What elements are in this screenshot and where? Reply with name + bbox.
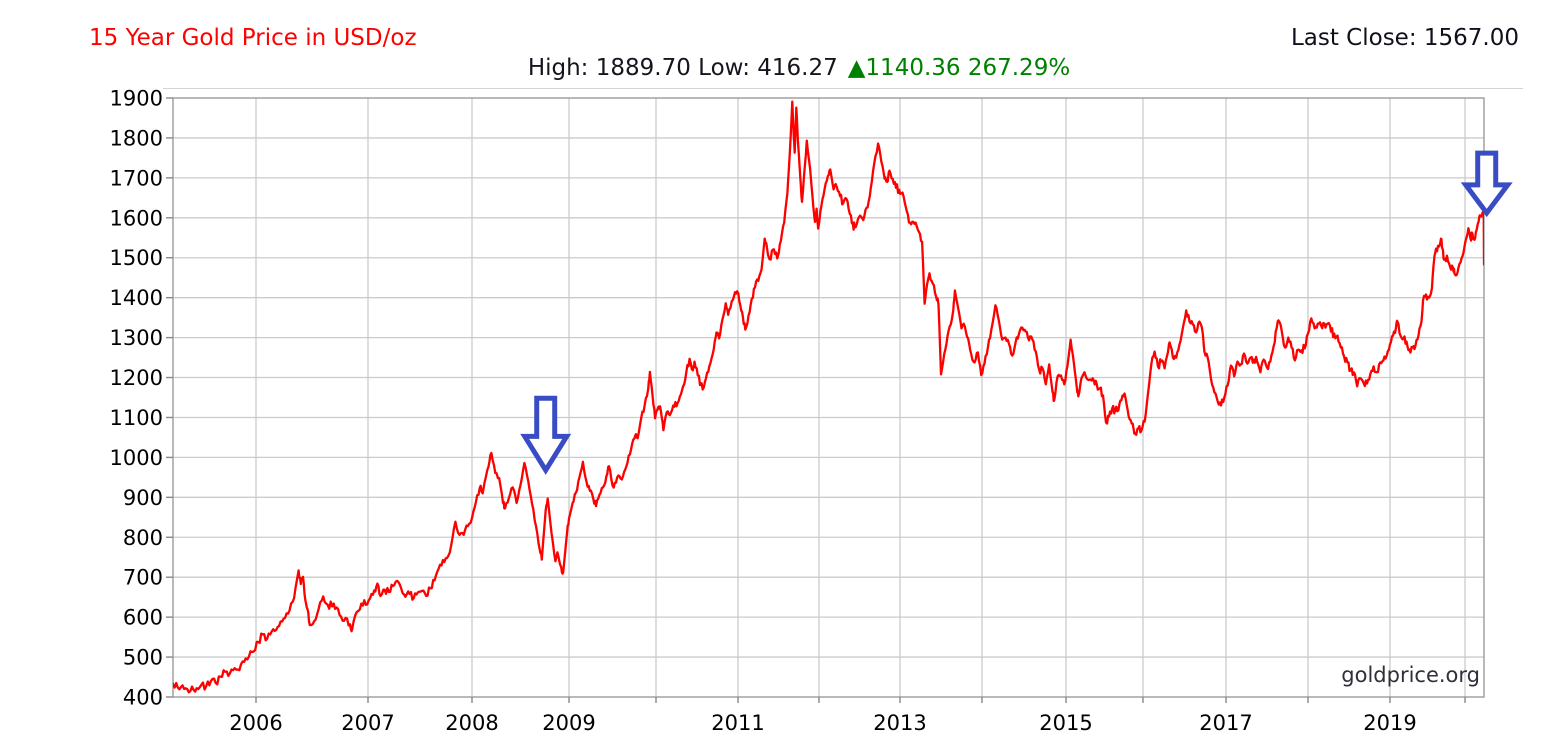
y-axis-tick-label: 1300 [110,326,163,350]
x-axis-tick-label: 2011 [711,711,764,735]
down-arrow-annotation [520,395,572,475]
y-axis-tick-label: 1100 [110,406,163,430]
watermark: goldprice.org [1341,663,1480,687]
y-axis-tick-label: 1800 [110,126,163,150]
x-axis-tick-label: 2019 [1363,711,1416,735]
x-axis-tick-label: 2017 [1199,711,1252,735]
change-stats: ▲1140.36 267.29% [847,55,1071,81]
y-axis-tick-label: 1700 [110,166,163,190]
y-axis-tick-label: 900 [123,486,163,510]
y-axis-tick-label: 1200 [110,366,163,390]
x-axis-tick-label: 2013 [873,711,926,735]
down-arrow-annotation [1460,150,1513,218]
x-axis-tick-label: 2006 [229,711,282,735]
plot-area-border [172,97,1485,698]
price-line-series [173,100,1484,694]
y-axis-tick-label: 700 [123,566,163,590]
gridlines [173,98,1484,697]
chart-title: 15 Year Gold Price in USD/oz [89,25,417,51]
y-axis-tick-label: 500 [123,646,163,670]
y-axis-tick-label: 1900 [110,87,163,111]
y-axis-tick-label: 1000 [110,446,163,470]
gold-price-line [173,100,1484,694]
y-axis-tick-label: 1500 [110,246,163,270]
y-axis-tick-label: 1400 [110,286,163,310]
x-axis-tick-label: 2009 [542,711,595,735]
annotations [520,150,1513,475]
last-close-value: Last Close: 1567.00 [1290,25,1519,51]
x-axis-tick-label: 2008 [445,711,498,735]
y-axis-tick-label: 800 [123,526,163,550]
axis-labels: 400 500 600 700 800 900 1000 1100 1200 1300 1400 15… [110,87,1417,736]
chart-stats: High: 1889.70 Low: 416.27 ▲1140.36 267.29… [528,55,1070,81]
x-axis-tick-label: 2015 [1039,711,1092,735]
x-axis-tick-label: 2007 [341,711,394,735]
high-low-stats: High: 1889.70 Low: 416.27 [527,55,838,81]
axes [166,97,1485,703]
y-axis-tick-label: 600 [123,606,163,630]
y-axis-tick-label: 400 [123,686,163,710]
header-divider [163,88,1523,89]
y-axis-tick-label: 1600 [110,206,163,230]
